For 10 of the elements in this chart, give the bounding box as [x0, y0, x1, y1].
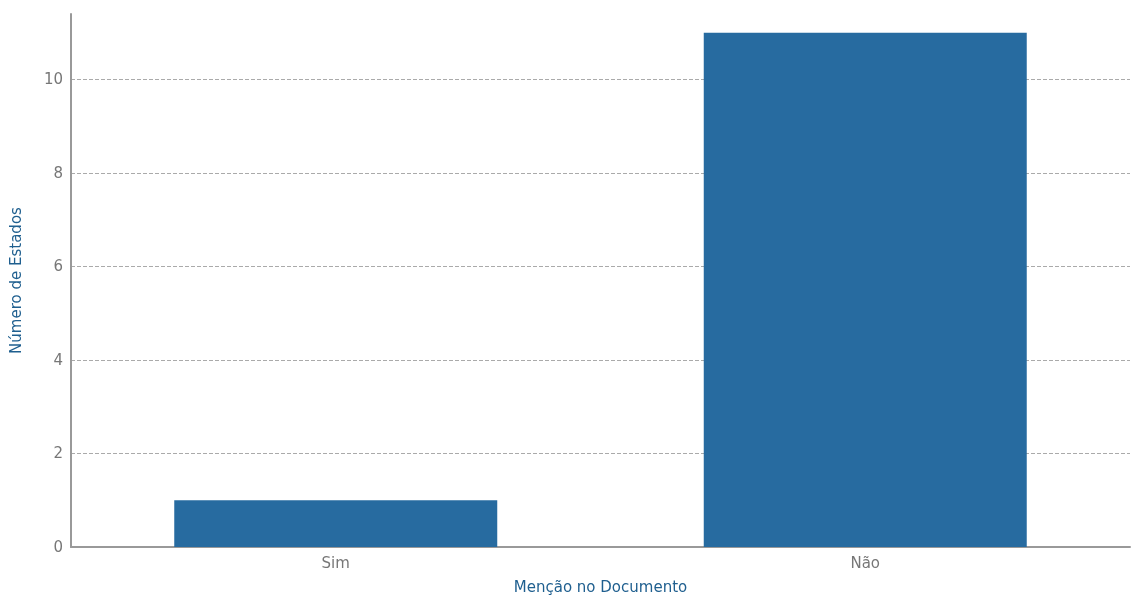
y-axis-title: Número de Estados: [6, 206, 25, 354]
x-tick-label: Não: [850, 553, 881, 572]
y-tick-label: 8: [53, 163, 63, 182]
x-axis-title: Menção no Documento: [513, 577, 688, 596]
y-tick-label: 10: [43, 70, 63, 89]
y-tick-label: 0: [53, 538, 63, 556]
y-tick-label: 2: [53, 444, 63, 463]
x-tick-label: Sim: [321, 553, 350, 572]
y-tick-label: 6: [53, 257, 63, 276]
y-tick-label: 4: [53, 350, 63, 369]
